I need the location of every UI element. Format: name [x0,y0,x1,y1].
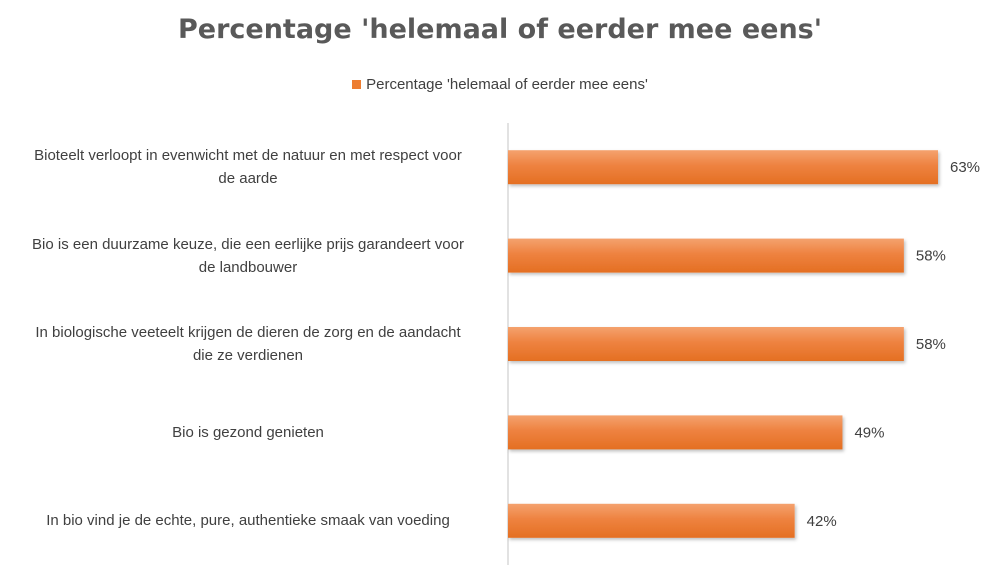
data-label: 42% [807,513,837,530]
legend-swatch [352,80,362,89]
bar [508,415,843,450]
data-label: 63% [950,159,980,176]
category-label: In biologische veeteelt krijgen de diere… [35,324,461,364]
category-label: In bio vind je de echte, pure, authentie… [46,512,450,530]
bar [508,150,938,185]
data-label: 58% [916,336,946,353]
legend: Percentage 'helemaal of eerder mee eens' [0,76,1000,93]
legend-label: Percentage 'helemaal of eerder mee eens' [366,76,648,93]
category-label: Bioteelt verloopt in evenwicht met de na… [34,147,462,188]
chart-title: Percentage 'helemaal of eerder mee eens' [177,14,823,45]
category-label: Bio is gezond genieten [172,423,324,441]
data-label: 58% [916,248,946,265]
bar [508,327,904,361]
bar [508,238,904,273]
bar [508,503,795,538]
data-label: 49% [854,424,884,441]
category-label: Bio is een duurzame keuze, die een eerli… [32,235,464,276]
